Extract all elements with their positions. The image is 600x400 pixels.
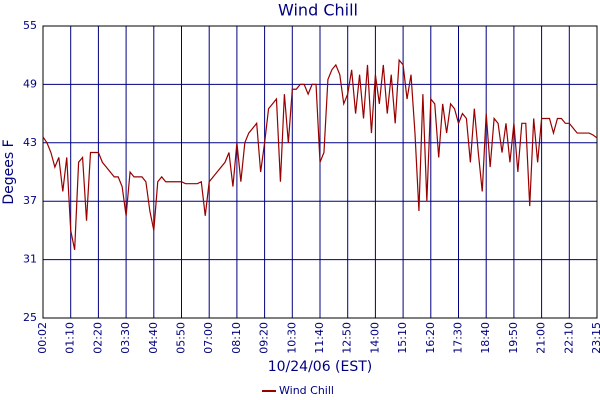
x-tick-label: 14:00: [368, 322, 381, 354]
x-tick-label: 04:40: [147, 322, 160, 354]
x-tick-label: 18:40: [479, 322, 492, 354]
x-tick-label: 07:00: [202, 322, 215, 354]
legend-label: Wind Chill: [279, 384, 334, 397]
x-tick-label: 15:10: [396, 322, 409, 354]
x-tick-label: 10:30: [285, 322, 298, 354]
x-tick-label: 17:30: [452, 322, 465, 354]
y-tick-label: 25: [23, 311, 37, 324]
x-tick-label: 16:20: [424, 322, 437, 354]
plot-border: [42, 25, 598, 319]
x-axis-title: 10/24/06 (EST): [268, 359, 373, 375]
data-line: [42, 58, 598, 250]
y-tick-label: 31: [23, 253, 37, 266]
x-tick-label: 22:10: [562, 322, 575, 354]
x-tick-label: 00:02: [36, 322, 49, 354]
y-tick-label: 37: [23, 194, 37, 207]
x-tick-label: 08:10: [230, 322, 243, 354]
x-tick-label: 11:40: [313, 322, 326, 354]
y-tick-label: 43: [23, 136, 37, 149]
x-tick-label: 05:50: [175, 322, 188, 354]
x-tick-label: 09:20: [258, 322, 271, 354]
y-tick-label: 49: [23, 77, 37, 90]
x-tick-label: 12:50: [341, 322, 354, 354]
x-tick-label: 02:20: [91, 322, 104, 354]
x-tick-label: 19:50: [507, 322, 520, 354]
x-tick-label: 23:15: [590, 322, 600, 354]
x-tick-label: 01:10: [64, 322, 77, 354]
x-tick-label: 21:00: [535, 322, 548, 354]
y-tick-label: 55: [23, 19, 37, 32]
y-axis-title: Degees F: [1, 139, 17, 204]
x-tick-label: 03:30: [119, 322, 132, 354]
chart-title: Wind Chill: [278, 1, 358, 20]
